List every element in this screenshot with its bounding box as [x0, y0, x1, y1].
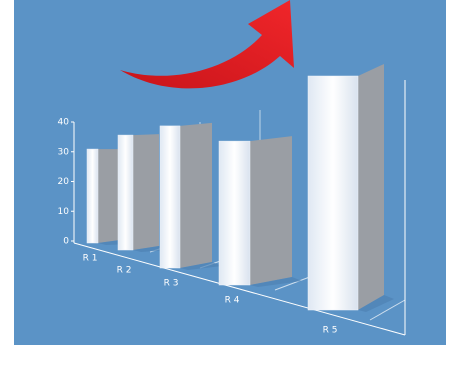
bar-side [180, 122, 212, 268]
bar-side [98, 149, 120, 243]
x-tick-label: R 1 [83, 254, 98, 264]
bar-shadow [180, 262, 222, 270]
bar [159, 125, 181, 269]
y-tick-label: 20 [58, 177, 70, 187]
x-tick-label: R 2 [117, 266, 132, 276]
x-tick-label: R 4 [225, 296, 240, 306]
y-tick-label: 0 [63, 237, 69, 247]
bar-side [250, 136, 292, 285]
bar-shadow [250, 277, 302, 287]
x-tick-label: R 3 [164, 279, 179, 289]
bar-side [358, 64, 384, 310]
bar [117, 134, 134, 251]
bar [86, 148, 99, 244]
bar-shadow [358, 295, 394, 312]
x-tick-label: R 5 [323, 326, 338, 336]
bar [218, 140, 251, 286]
arrow [120, 0, 294, 89]
bar [307, 75, 359, 311]
y-tick-label: 10 [58, 207, 70, 217]
bar-side [133, 134, 159, 250]
y-tick-label: 30 [58, 147, 70, 157]
y-tick-label: 40 [58, 118, 70, 128]
